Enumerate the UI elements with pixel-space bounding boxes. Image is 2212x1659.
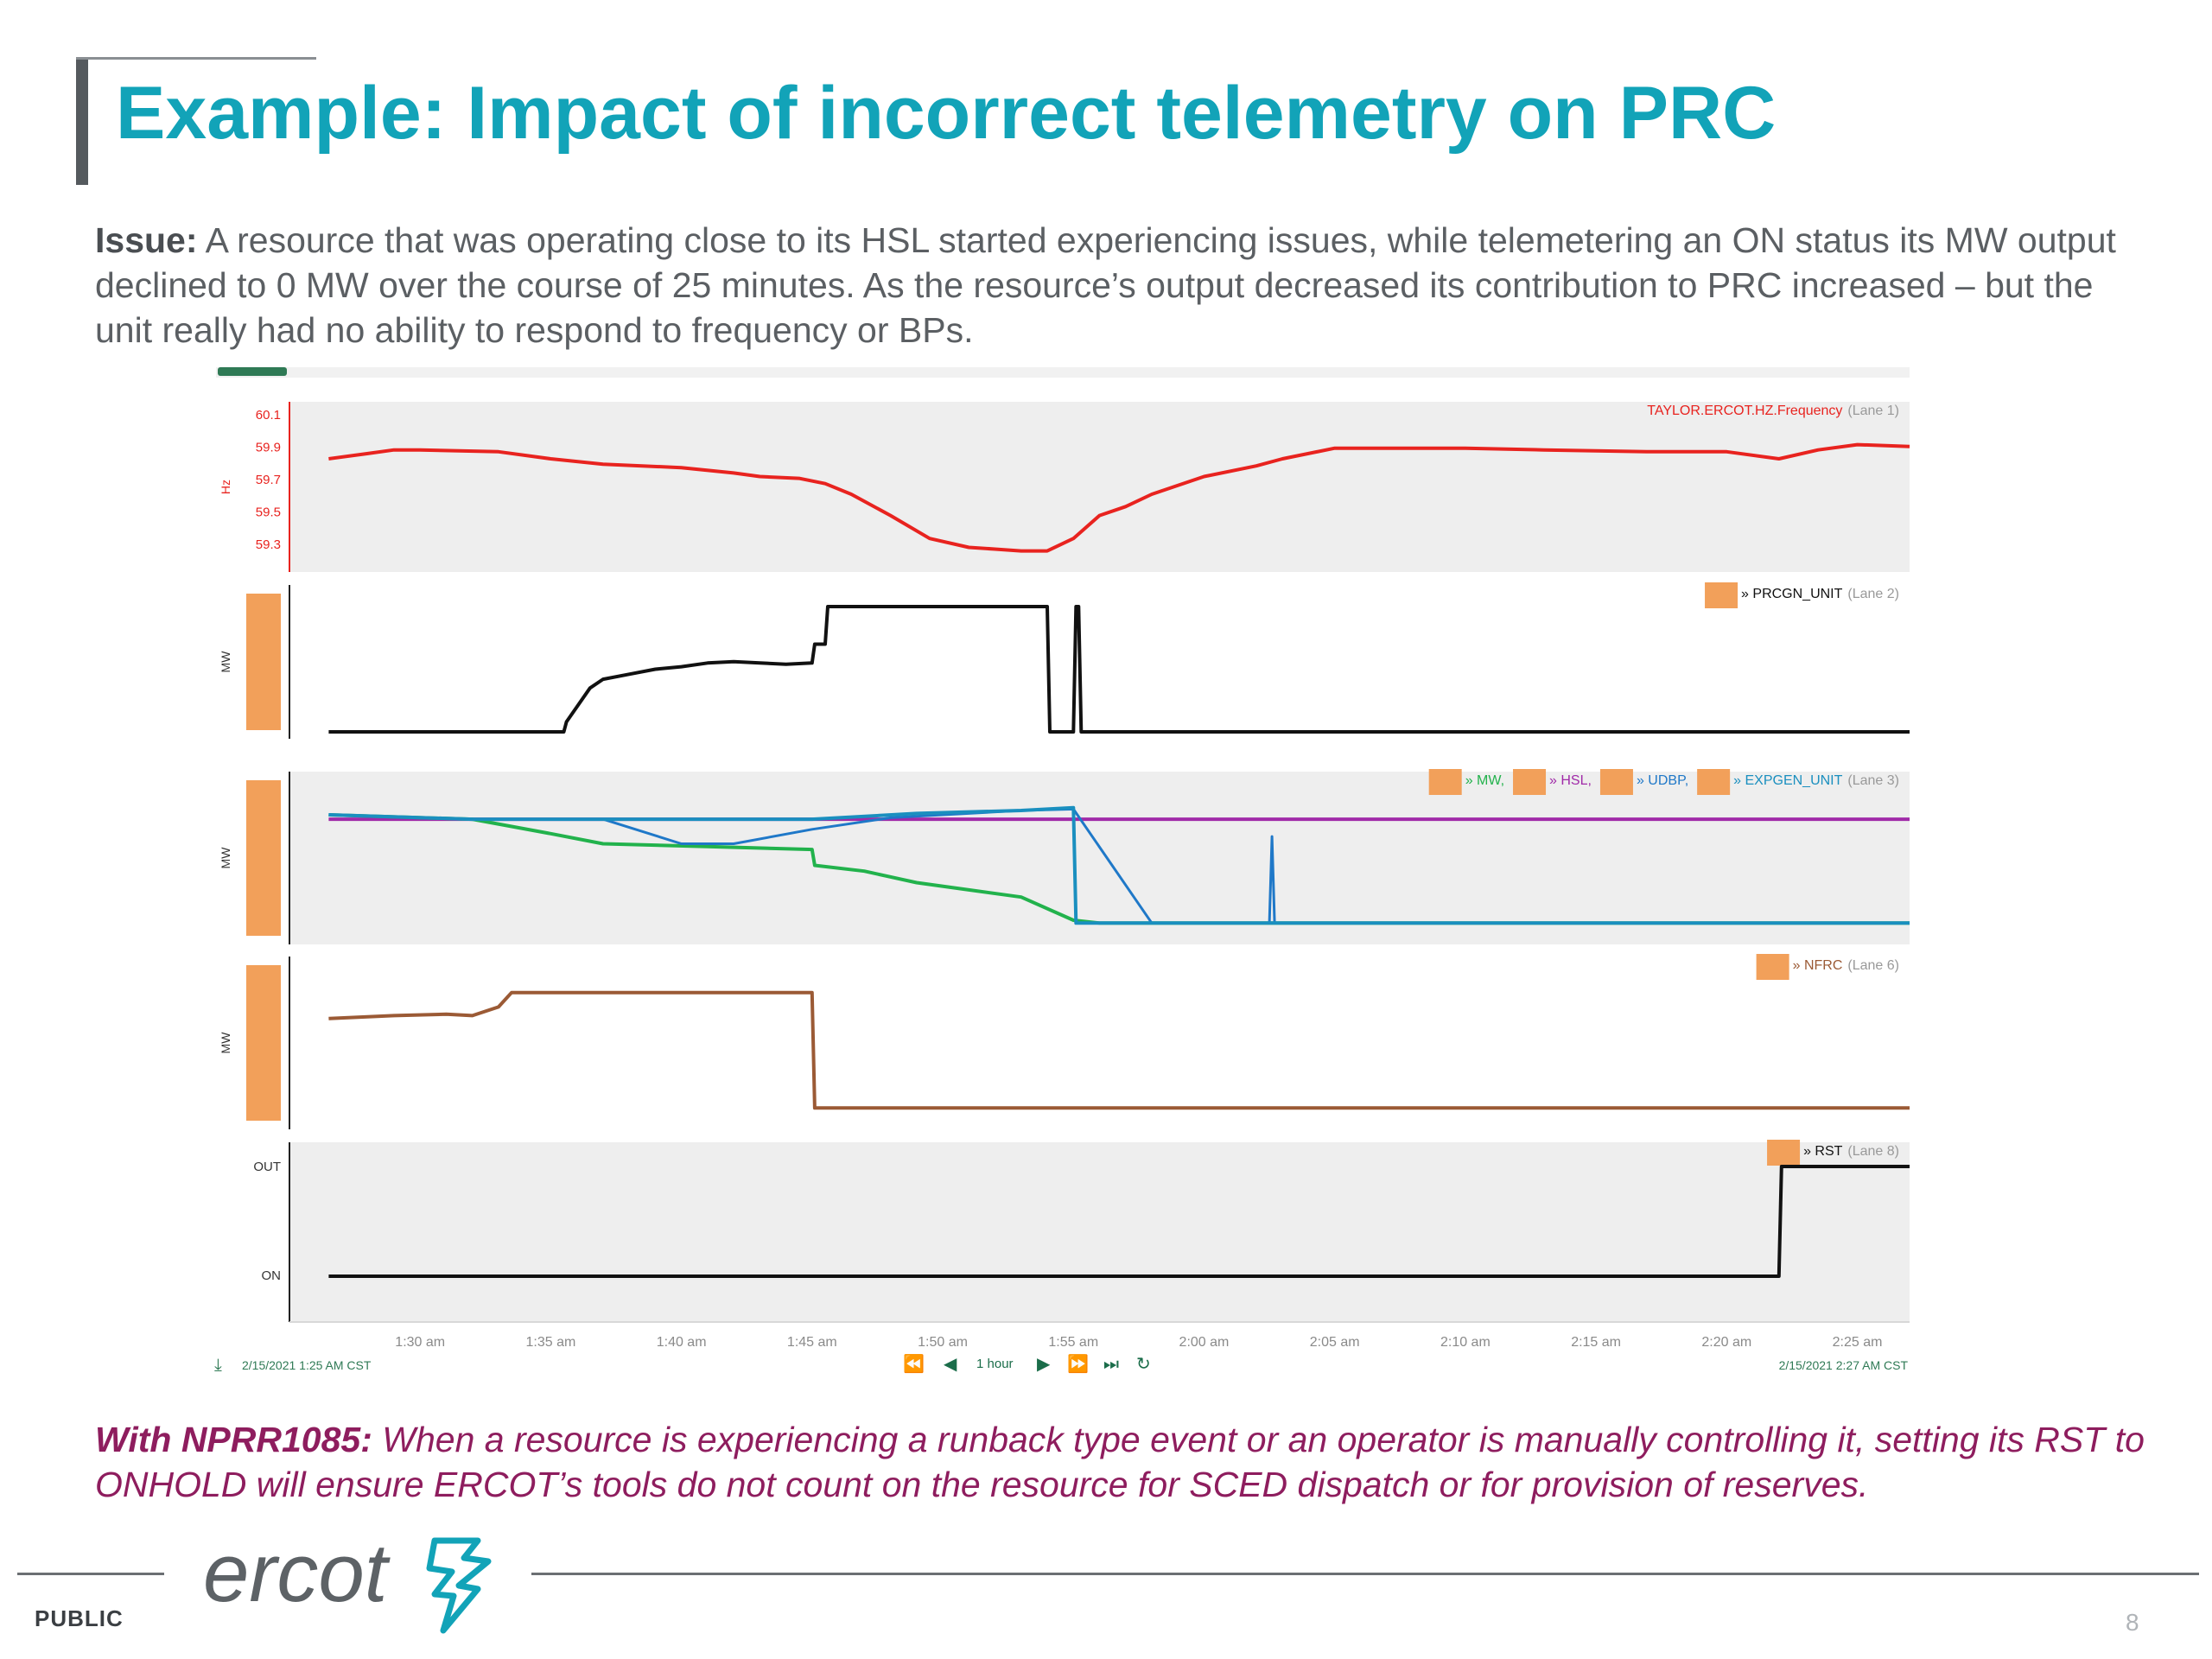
lane-5-background [289, 1142, 1910, 1322]
lane-1-ytick: 60.1 [256, 408, 281, 423]
lane-1-background [289, 402, 1910, 572]
download-icon: ⤓ [214, 1354, 222, 1375]
lane-2-background [289, 585, 1910, 739]
legend-series-name: » EXPGEN_UNIT [1733, 773, 1842, 788]
series-rst-line [328, 1165, 1910, 1278]
legend-series-name: » PRCGN_UNIT [1741, 587, 1843, 601]
title-accent-bar [76, 57, 88, 185]
nprr-label: With NPRR1085: [95, 1420, 372, 1459]
legend-swatch [1767, 1140, 1801, 1166]
series-mw-line [328, 813, 1910, 925]
toolbar-tab [218, 367, 287, 376]
lane-5-ytick-on: ON [262, 1268, 282, 1283]
x-tick-label: 2:10 am [1440, 1335, 1491, 1350]
legend-swatch [1705, 582, 1738, 608]
legend-series-name: TAYLOR.ERCOT.HZ.Frequency [1647, 404, 1842, 418]
end-time-label: 2/15/2021 2:27 AM CST [1779, 1358, 1909, 1372]
slide-title: Example: Impact of incorrect telemetry o… [116, 72, 1777, 155]
x-tick-label: 1:30 am [395, 1335, 445, 1350]
lane-4-axis-swatch [246, 965, 281, 1121]
nprr-paragraph: With NPRR1085: When a resource is experi… [95, 1417, 2152, 1507]
nprr-text: When a resource is experiencing a runbac… [95, 1420, 2145, 1504]
legend-swatch [1697, 769, 1731, 795]
lane-4-ylabel: MW [219, 1032, 232, 1054]
legend-series-name: » UDBP, [1637, 773, 1688, 788]
fast-forward-icon: ⏩ [1067, 1353, 1089, 1374]
lane-1-ylabel: Hz [219, 480, 232, 494]
rewind-icon: ⏪ [903, 1353, 925, 1374]
legend-series-name: » MW, [1465, 773, 1504, 788]
x-tick-label: 2:25 am [1833, 1335, 1883, 1350]
lane-1-ytick: 59.7 [256, 473, 281, 487]
series-expgen-unit-line [328, 805, 1910, 925]
issue-label: Issue: [95, 220, 198, 260]
series-prcgn-unit-line [328, 605, 1910, 734]
lane-2-ylabel: MW [219, 651, 232, 673]
step-back-icon: ◀ [944, 1353, 957, 1374]
series-nfrc-line [328, 990, 1910, 1110]
range-label: 1 hour [976, 1357, 1014, 1371]
x-tick-label: 1:50 am [918, 1335, 968, 1350]
title-rule [76, 57, 316, 60]
step-forward-icon: ▶ [1037, 1353, 1051, 1374]
series-taylor-ercot-hz-frequency-line [328, 442, 1910, 553]
legend-swatch [1513, 769, 1547, 795]
lane-1-ytick: 59.3 [256, 537, 281, 552]
issue-paragraph: Issue: A resource that was operating clo… [95, 218, 2126, 353]
lane-4-background [289, 957, 1910, 1129]
chart-svg: Hz 60.1 59.9 59.7 59.5 59.3 (Lane 1) TAYLOR.ERC… [214, 367, 1910, 1375]
lane-5-ytick-out: OUT [253, 1160, 281, 1174]
logo-bolt-icon [426, 1537, 492, 1634]
footer-rule-right [531, 1573, 2199, 1575]
page-number: 8 [2126, 1609, 2139, 1636]
legend-lane-label: (Lane 3) [1847, 773, 1899, 788]
footer-rule-left [17, 1573, 164, 1575]
logo-wordmark: ercot [203, 1527, 391, 1619]
x-tick-label: 1:55 am [1048, 1335, 1098, 1350]
start-time-label: 2/15/2021 1:25 AM CST [242, 1358, 372, 1372]
legend-lane-label: (Lane 2) [1847, 587, 1899, 601]
legend-lane-label: (Lane 8) [1847, 1144, 1899, 1159]
lane-2-axis-swatch [246, 594, 281, 730]
lane-1-ytick: 59.5 [256, 505, 281, 520]
x-tick-label: 1:40 am [657, 1335, 707, 1350]
legend-series-name: » RST [1803, 1144, 1843, 1159]
lane-1-ytick: 59.9 [256, 441, 281, 455]
issue-text: A resource that was operating close to i… [95, 220, 2116, 350]
legend-lane-label: (Lane 1) [1847, 404, 1899, 418]
legend-swatch [1599, 769, 1633, 795]
legend-swatch [1756, 954, 1789, 980]
toolbar-strip [216, 367, 1910, 378]
x-tick-label: 2:00 am [1179, 1335, 1230, 1350]
classification-label: PUBLIC [35, 1605, 124, 1631]
x-tick-label: 1:35 am [526, 1335, 576, 1350]
x-tick-label: 2:05 am [1310, 1335, 1360, 1350]
lane-3-background [289, 772, 1910, 944]
lane-3-ylabel: MW [219, 847, 232, 869]
ercot-logo: ercot [203, 1527, 492, 1634]
legend-lane-label: (Lane 6) [1847, 958, 1899, 973]
legend-series-name: » HSL, [1549, 773, 1592, 788]
refresh-icon: ↻ [1136, 1353, 1151, 1374]
skip-end-icon: ⏭ [1103, 1353, 1119, 1374]
telemetry-chart: Hz 60.1 59.9 59.7 59.5 59.3 (Lane 1) TAYLOR.ERC… [207, 367, 1914, 1382]
x-tick-label: 2:15 am [1571, 1335, 1621, 1350]
x-tick-label: 2:20 am [1701, 1335, 1751, 1350]
legend-swatch [1428, 769, 1462, 795]
lane-3-axis-swatch [246, 780, 281, 936]
legend-series-name: » NFRC [1793, 958, 1843, 973]
x-tick-label: 1:45 am [787, 1335, 837, 1350]
